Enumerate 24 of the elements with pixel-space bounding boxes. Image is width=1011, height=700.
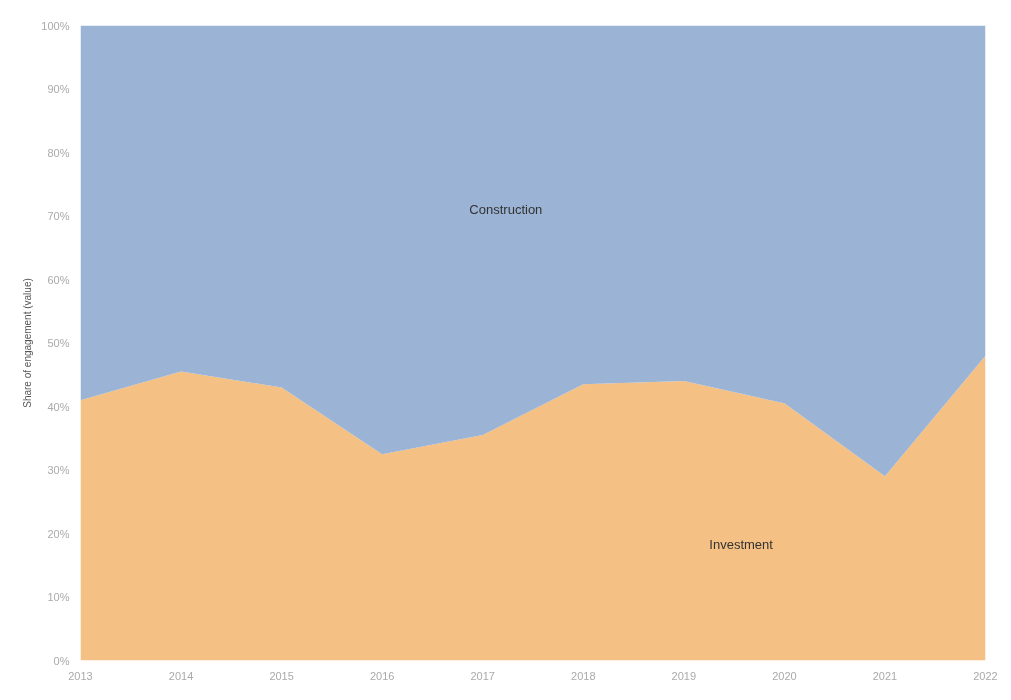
y-tick-label: 100%	[41, 19, 70, 32]
x-tick-label: 2016	[369, 669, 395, 682]
y-tick-label: 90%	[47, 83, 70, 95]
y-tick-label: 40%	[47, 400, 70, 413]
y-tick-label: 80%	[47, 146, 70, 159]
x-tick-label: 2014	[168, 669, 194, 682]
y-tick-label: 50%	[47, 337, 70, 349]
series-label: Construction	[469, 202, 543, 218]
y-tick-label: 30%	[47, 464, 70, 476]
x-tick-label: 2021	[872, 669, 898, 682]
series-label: Investment	[709, 537, 774, 553]
x-tick-label: 2018	[571, 669, 596, 682]
x-tick-label: 2019	[671, 669, 697, 682]
x-tick-label: 2013	[68, 669, 93, 682]
x-tick-label: 2015	[269, 669, 294, 682]
x-tick-label: 2022	[973, 669, 998, 682]
y-tick-label: 10%	[47, 591, 70, 603]
y-tick-label: 60%	[47, 273, 70, 286]
y-axis-title: Share of engagement (value)	[22, 278, 34, 408]
x-tick-label: 2020	[772, 669, 797, 682]
y-tick-label: 70%	[47, 210, 70, 222]
y-tick-label: 20%	[47, 527, 70, 540]
y-tick-label: 0%	[53, 654, 70, 667]
x-tick-label: 2017	[470, 669, 495, 682]
